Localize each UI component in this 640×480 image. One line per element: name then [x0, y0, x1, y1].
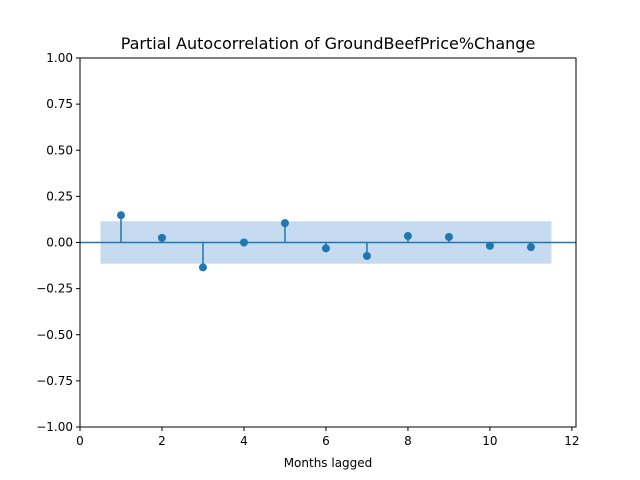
- marker-lag-3: [198, 263, 207, 272]
- marker-lag-9: [444, 232, 453, 241]
- y-tick-label: 0.00: [46, 236, 73, 250]
- x-tick-label: 6: [322, 434, 330, 448]
- y-tick-label: −0.25: [36, 282, 73, 296]
- chart-title: Partial Autocorrelation of GroundBeefPri…: [121, 34, 536, 53]
- markers-layer: [116, 211, 535, 272]
- x-tick-label: 12: [564, 434, 579, 448]
- y-tick-label: 0.75: [46, 97, 73, 111]
- marker-lag-11: [526, 243, 535, 252]
- x-tick-label: 2: [158, 434, 166, 448]
- marker-lag-7: [362, 251, 371, 260]
- marker-lag-5: [280, 219, 289, 228]
- x-ticks: 0 2 4 6 8 10 12: [76, 427, 580, 448]
- x-tick-label: 0: [76, 434, 84, 448]
- y-tick-label: −1.00: [36, 420, 73, 434]
- y-tick-label: −0.75: [36, 374, 73, 388]
- y-ticks: −1.00 −0.75 −0.50 −0.25 0.00 0.25 0.50 0.75 1.00: [36, 51, 80, 434]
- y-tick-label: 0.50: [46, 143, 73, 157]
- marker-lag-8: [403, 232, 412, 241]
- marker-lag-4: [239, 238, 248, 247]
- x-tick-label: 8: [404, 434, 412, 448]
- x-axis-label: Months lagged: [284, 456, 373, 470]
- marker-lag-6: [321, 244, 330, 253]
- y-tick-label: −0.50: [36, 328, 73, 342]
- marker-lag-10: [485, 241, 494, 250]
- x-tick-label: 4: [240, 434, 248, 448]
- x-tick-label: 10: [482, 434, 497, 448]
- y-tick-label: 1.00: [46, 51, 73, 65]
- marker-lag-2: [157, 233, 166, 242]
- y-tick-label: 0.25: [46, 189, 73, 203]
- marker-lag-1: [116, 211, 125, 220]
